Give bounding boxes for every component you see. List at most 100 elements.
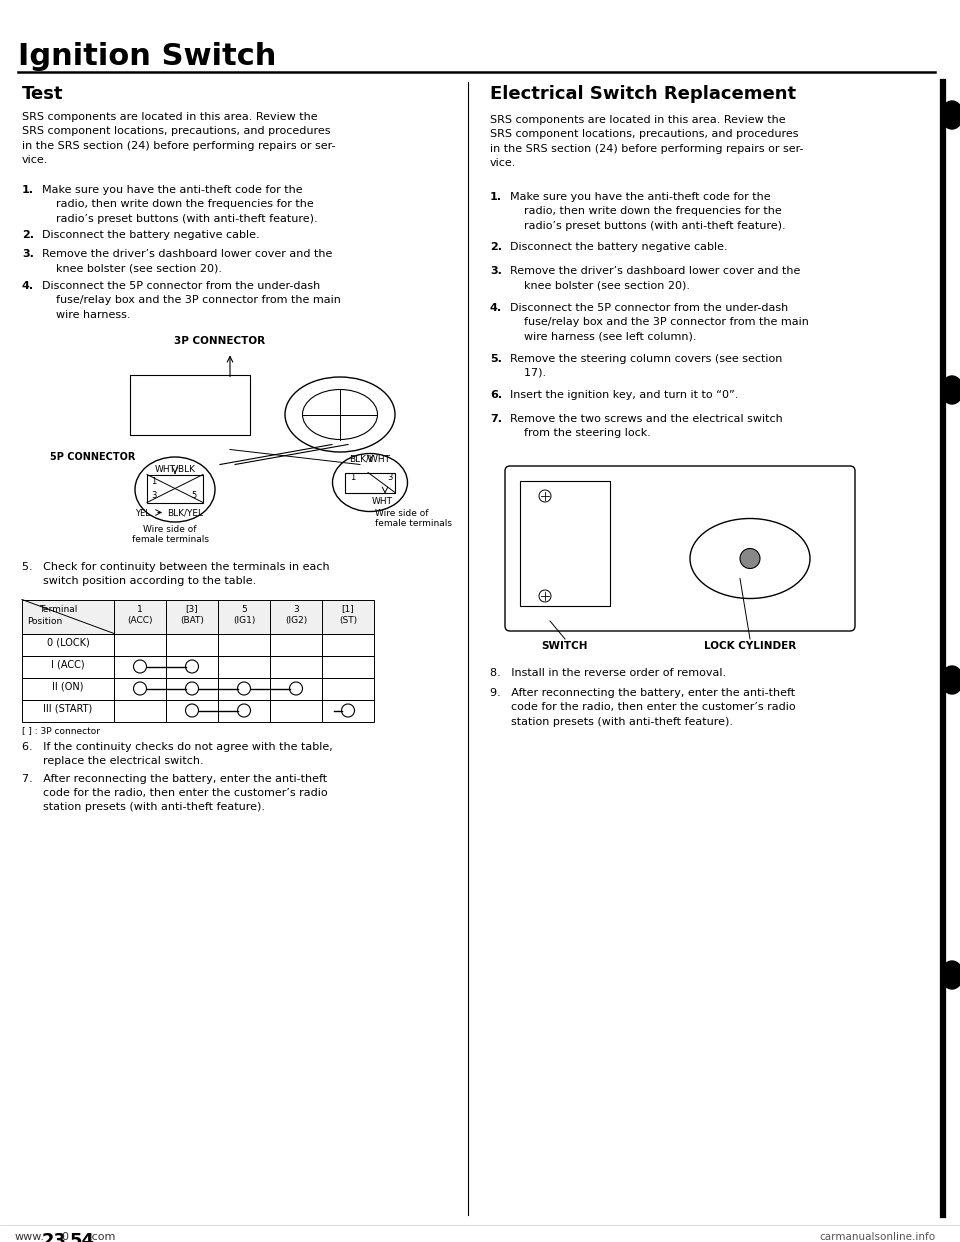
Bar <box>114 699 166 722</box>
Bar <box>270 600 322 633</box>
Ellipse shape <box>941 961 960 989</box>
Text: I (ACC): I (ACC) <box>51 660 84 669</box>
Text: Remove the driver’s dashboard lower cover and the
    knee bolster (see section : Remove the driver’s dashboard lower cove… <box>42 248 332 273</box>
Text: Disconnect the battery negative cable.: Disconnect the battery negative cable. <box>510 242 728 252</box>
Text: female terminals: female terminals <box>375 518 452 528</box>
Bar <box>322 633 374 656</box>
Bar <box>270 677 322 699</box>
Text: Remove the two screws and the electrical switch
    from the steering lock.: Remove the two screws and the electrical… <box>510 414 782 438</box>
Text: female terminals: female terminals <box>132 534 208 544</box>
Text: III (START): III (START) <box>43 703 92 713</box>
Bar <box>520 481 610 606</box>
Bar <box>345 472 395 493</box>
Text: Make sure you have the anti-theft code for the
    radio, then write down the fr: Make sure you have the anti-theft code f… <box>42 185 318 224</box>
Text: www.: www. <box>15 1232 45 1242</box>
Text: 1: 1 <box>350 473 355 482</box>
Bar <box>166 699 218 722</box>
Bar <box>114 633 166 656</box>
Text: [ ] : 3P connector: [ ] : 3P connector <box>22 727 100 735</box>
Text: 2.: 2. <box>22 231 34 241</box>
Text: (ACC): (ACC) <box>128 616 153 626</box>
Bar <box>166 677 218 699</box>
Bar <box>22 656 114 677</box>
Text: 5: 5 <box>241 605 247 614</box>
Text: Disconnect the battery negative cable.: Disconnect the battery negative cable. <box>42 231 259 241</box>
Text: Test: Test <box>22 84 63 103</box>
Text: Wire side of: Wire side of <box>375 508 428 518</box>
Bar <box>270 633 322 656</box>
Text: 23: 23 <box>42 1232 67 1242</box>
Text: 1.: 1. <box>22 185 34 195</box>
Bar <box>22 677 114 699</box>
Bar <box>218 699 270 722</box>
Text: BLK/YEL: BLK/YEL <box>167 508 203 518</box>
Bar <box>270 699 322 722</box>
Text: 1: 1 <box>151 477 156 486</box>
Text: 2.: 2. <box>490 242 502 252</box>
Text: 4.: 4. <box>22 281 35 291</box>
Text: Terminal: Terminal <box>38 605 77 614</box>
Bar <box>322 677 374 699</box>
Text: Wire side of: Wire side of <box>143 524 197 534</box>
Text: YEL: YEL <box>135 509 150 518</box>
Bar <box>22 600 114 633</box>
Text: 5: 5 <box>191 491 196 499</box>
Bar <box>166 600 218 633</box>
Bar <box>22 633 114 656</box>
Bar <box>218 633 270 656</box>
Text: 5.   Check for continuity between the terminals in each
      switch position ac: 5. Check for continuity between the term… <box>22 561 329 586</box>
Text: Electrical Switch Replacement: Electrical Switch Replacement <box>490 84 796 103</box>
Text: 5.: 5. <box>490 354 502 364</box>
Bar <box>114 600 166 633</box>
Text: SRS components are located in this area. Review the
SRS component locations, pre: SRS components are located in this area.… <box>22 112 335 165</box>
Ellipse shape <box>941 101 960 129</box>
Bar <box>166 633 218 656</box>
Text: 1: 1 <box>137 605 143 614</box>
Text: BLK/WHT: BLK/WHT <box>349 455 391 463</box>
Text: Disconnect the 5P connector from the under-dash
    fuse/relay box and the 3P co: Disconnect the 5P connector from the und… <box>510 303 809 342</box>
Text: carmanualsonline.info: carmanualsonline.info <box>819 1232 935 1242</box>
Bar <box>218 656 270 677</box>
Text: (IG2): (IG2) <box>285 616 307 626</box>
Text: Ignition Switch: Ignition Switch <box>18 42 276 71</box>
Text: 54: 54 <box>70 1232 95 1242</box>
Bar <box>218 600 270 633</box>
Text: Disconnect the 5P connector from the under-dash
    fuse/relay box and the 3P co: Disconnect the 5P connector from the und… <box>42 281 341 319</box>
Bar <box>322 600 374 633</box>
Text: 3: 3 <box>387 473 393 482</box>
Text: 0: 0 <box>61 1232 68 1242</box>
Bar <box>114 677 166 699</box>
Text: 5P CONNECTOR: 5P CONNECTOR <box>50 452 135 462</box>
Ellipse shape <box>941 666 960 694</box>
Text: 0 (LOCK): 0 (LOCK) <box>47 637 89 647</box>
Text: WHT: WHT <box>372 498 393 507</box>
Text: [1]: [1] <box>342 605 354 614</box>
Text: 7.   After reconnecting the battery, enter the anti-theft
      code for the rad: 7. After reconnecting the battery, enter… <box>22 774 327 812</box>
Text: SWITCH: SWITCH <box>541 641 588 651</box>
Text: (BAT): (BAT) <box>180 616 204 626</box>
Text: Make sure you have the anti-theft code for the
    radio, then write down the fr: Make sure you have the anti-theft code f… <box>510 193 785 231</box>
Text: 6.: 6. <box>490 390 502 400</box>
Ellipse shape <box>740 549 760 569</box>
Text: LOCK CYLINDER: LOCK CYLINDER <box>704 641 796 651</box>
Text: 8.   Install in the reverse order of removal.: 8. Install in the reverse order of remov… <box>490 668 726 678</box>
Text: 3P CONNECTOR: 3P CONNECTOR <box>175 337 266 347</box>
Text: WHT/BLK: WHT/BLK <box>155 465 196 473</box>
Text: 4.: 4. <box>490 303 502 313</box>
Bar <box>114 656 166 677</box>
Text: 3.: 3. <box>490 266 502 276</box>
Text: Remove the steering column covers (see section
    17).: Remove the steering column covers (see s… <box>510 354 782 378</box>
Text: 3.: 3. <box>22 248 34 260</box>
Ellipse shape <box>941 376 960 404</box>
Bar <box>130 375 250 435</box>
Text: .com: .com <box>89 1232 116 1242</box>
Text: 3: 3 <box>293 605 299 614</box>
Bar <box>218 677 270 699</box>
Text: SRS components are located in this area. Review the
SRS component locations, pre: SRS components are located in this area.… <box>490 116 804 168</box>
Text: [3]: [3] <box>185 605 199 614</box>
Bar <box>22 699 114 722</box>
Bar <box>322 699 374 722</box>
Text: Insert the ignition key, and turn it to “0”.: Insert the ignition key, and turn it to … <box>510 390 738 400</box>
Text: 6.   If the continuity checks do not agree with the table,
      replace the ele: 6. If the continuity checks do not agree… <box>22 741 333 766</box>
Text: Position: Position <box>27 617 62 626</box>
